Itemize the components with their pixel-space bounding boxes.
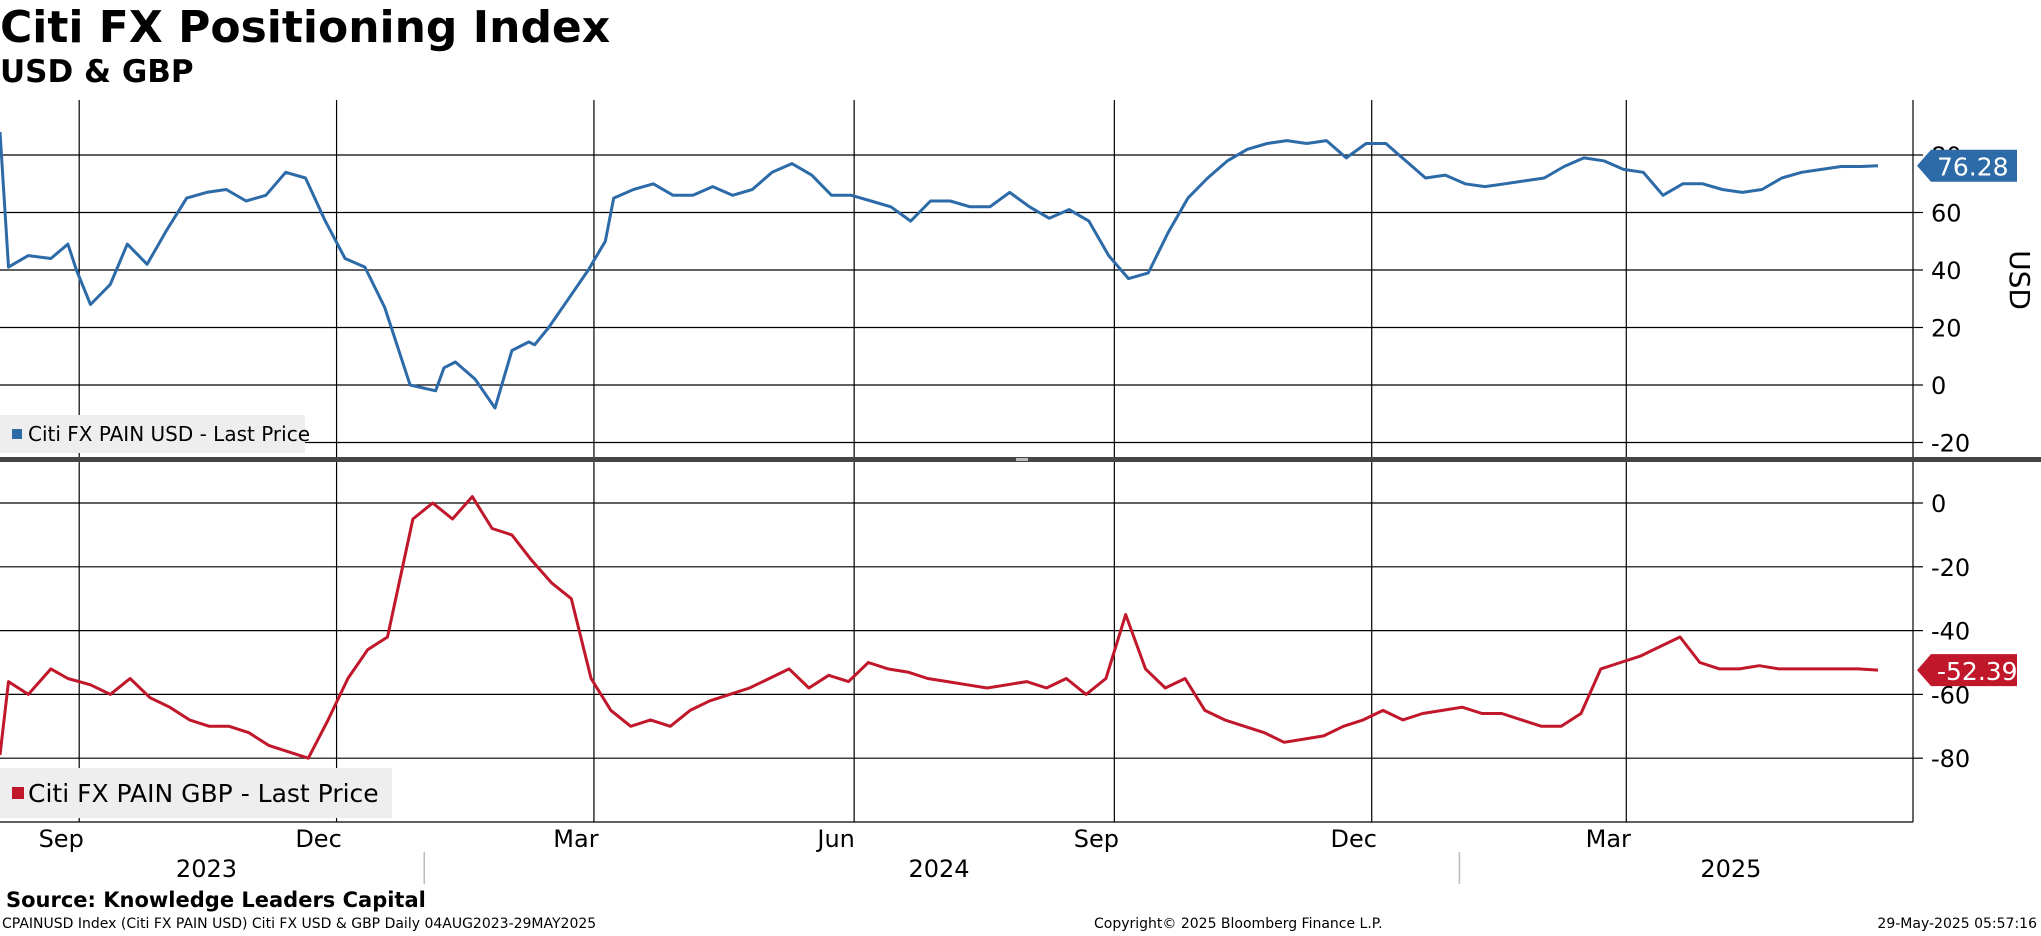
gbp-last-value-label: -52.39	[1937, 657, 2018, 686]
y-tick-label: 60	[1931, 200, 1962, 228]
y-tick-label: 40	[1931, 257, 1962, 285]
usd-legend-swatch	[12, 429, 22, 439]
source-note: Source: Knowledge Leaders Capital	[6, 888, 426, 912]
usd-legend-box	[0, 415, 305, 453]
y-tick-label: -20	[1931, 554, 1970, 582]
usd-last-value-label: 76.28	[1937, 153, 2009, 182]
x-tick-label-month: Mar	[553, 825, 598, 853]
footer-copyright: Copyright© 2025 Bloomberg Finance L.P.	[1094, 916, 1383, 932]
x-tick-label-year: 2025	[1700, 855, 1761, 883]
x-tick-label-month: Dec	[295, 825, 341, 853]
x-tick-label-year: 2023	[176, 855, 237, 883]
usd-series-line	[0, 131, 1879, 410]
chart-title: Citi FX Positioning Index	[0, 2, 611, 53]
y-tick-label: -20	[1931, 430, 1970, 458]
series-layer	[0, 131, 1879, 760]
gbp-legend-swatch	[12, 787, 24, 799]
usd-last-value-flag	[1917, 149, 2017, 182]
y-tick-label: -40	[1931, 618, 1970, 646]
y-tick-label: -80	[1931, 745, 1970, 773]
y-tick-label: 20	[1931, 315, 1962, 343]
y-axis-label-usd: USD	[2003, 250, 2036, 310]
x-tick-label-month: Jun	[815, 825, 855, 853]
gbp-legend-label: Citi FX PAIN GBP - Last Price	[28, 779, 379, 808]
grid-layer	[0, 100, 2041, 884]
gbp-legend-box	[0, 768, 392, 818]
x-tick-label-year: 2024	[908, 855, 969, 883]
footer-timestamp: 29-May-2025 05:57:16	[1877, 916, 2037, 932]
x-tick-label-month: Sep	[39, 825, 84, 853]
y-tick-label: 0	[1931, 372, 1946, 400]
usd-legend-label: Citi FX PAIN USD - Last Price	[28, 422, 310, 446]
chart-subtitle: USD & GBP	[0, 54, 194, 90]
gbp-last-value-flag	[1917, 654, 2017, 687]
y-tick-label: 0	[1931, 490, 1946, 518]
x-tick-label-month: Dec	[1331, 825, 1377, 853]
panel-separator-handle	[1016, 458, 1028, 461]
x-tick-label-month: Mar	[1586, 825, 1631, 853]
x-tick-label-month: Sep	[1074, 825, 1119, 853]
footer-ticker: CPAINUSD Index (Citi FX PAIN USD) Citi F…	[2, 916, 597, 932]
gbp-series-line	[0, 495, 1879, 760]
